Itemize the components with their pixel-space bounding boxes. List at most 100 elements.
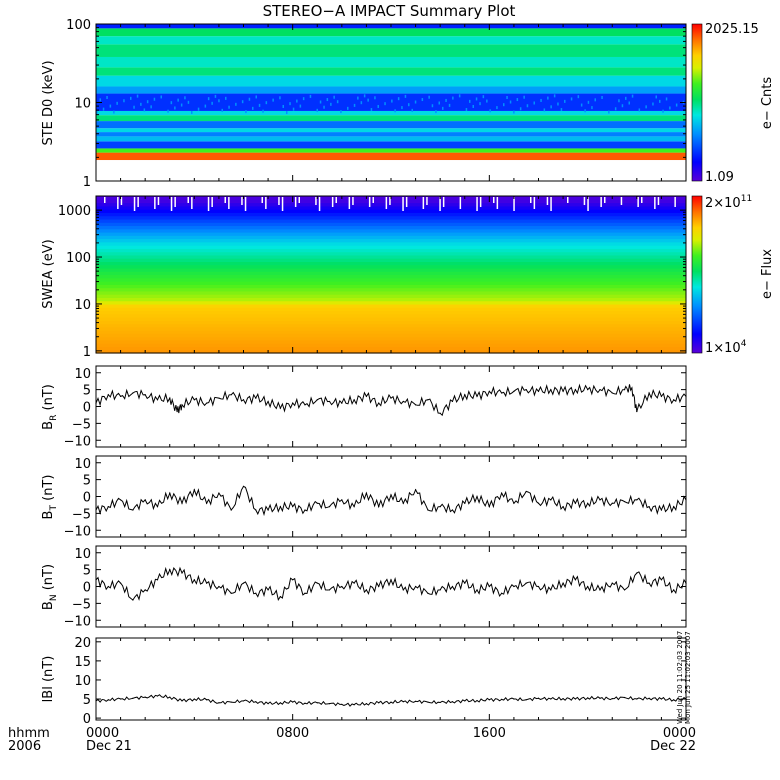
swea-gap-32 — [674, 197, 676, 207]
ste-speckle-69 — [309, 94, 312, 98]
br-point-36 — [525, 389, 527, 391]
ste-speckle-77 — [608, 110, 610, 114]
ste-band-2 — [96, 141, 686, 149]
swea-gap-57 — [294, 197, 297, 207]
bn-point-11 — [230, 592, 232, 594]
swea-gap-40 — [530, 197, 532, 203]
b-point-23 — [378, 702, 380, 704]
swea-gap-9 — [587, 197, 589, 211]
b-point-2 — [119, 698, 122, 700]
bt-point-13 — [255, 509, 257, 511]
b-point-35 — [525, 699, 527, 701]
swea-band-24 — [96, 271, 686, 276]
ste-speckle-14 — [618, 99, 620, 103]
br-y-tick-label: −5 — [72, 417, 91, 432]
br-point-16 — [279, 407, 281, 409]
swea-band-26 — [96, 264, 686, 269]
br-point-17 — [292, 402, 294, 404]
b-y-label: lBl (nT) — [41, 656, 56, 703]
ste-speckle-105 — [472, 104, 474, 108]
time-tick-label: 1600 — [473, 726, 506, 741]
b-point-43 — [623, 696, 626, 699]
br-point-19 — [316, 399, 318, 401]
br-point-40 — [574, 389, 576, 391]
swea-band-42 — [96, 212, 686, 217]
bt-point-3 — [132, 509, 134, 511]
bt-point-40 — [587, 502, 589, 504]
ste-speckle-130 — [225, 96, 227, 100]
b-point-10 — [218, 702, 220, 704]
ste-band-13 — [96, 56, 686, 68]
swea-gap-59 — [402, 197, 404, 211]
swea-band-43 — [96, 209, 686, 213]
b-point-19 — [328, 703, 331, 705]
b-point-44 — [636, 698, 638, 700]
bn-point-47 — [673, 589, 675, 591]
bt-point-28 — [439, 506, 441, 508]
bn-point-46 — [660, 579, 663, 581]
ste-speckle-34 — [184, 96, 186, 100]
ste-speckle-39 — [370, 108, 373, 112]
b-y-tick-label: 0 — [83, 712, 91, 727]
bn-point-40 — [587, 585, 589, 588]
swea-band-30 — [96, 251, 686, 256]
br-point-32 — [476, 395, 478, 397]
b-point-3 — [132, 697, 134, 699]
ste-speckle-19 — [214, 94, 217, 98]
ste-speckle-36 — [258, 103, 261, 107]
ste-speckle-85 — [316, 108, 318, 112]
swea-gap-22 — [137, 197, 139, 207]
ste-speckle-43 — [519, 107, 522, 111]
time-tick-label: 0800 — [276, 726, 309, 741]
bt-y-tick-label: −5 — [72, 507, 91, 522]
b-point-21 — [353, 704, 355, 706]
bn-point-7 — [181, 572, 183, 574]
bt-point-7 — [181, 502, 183, 504]
swea-gap-38 — [422, 197, 425, 209]
ste-speckle-104 — [435, 110, 437, 114]
ste-speckle-21 — [289, 102, 291, 106]
swea-gap-11 — [120, 197, 123, 205]
ste-speckle-46 — [631, 94, 634, 98]
bt-point-8 — [193, 489, 195, 491]
bn-point-42 — [611, 582, 613, 584]
swea-band-4 — [96, 336, 686, 341]
ste-speckle-53 — [302, 97, 305, 101]
ste-band-14 — [96, 44, 686, 57]
bn-point-2 — [119, 582, 122, 584]
swea-gap-46 — [278, 197, 280, 205]
swea-band-20 — [96, 284, 686, 289]
bn-point-4 — [144, 589, 146, 591]
bt-point-20 — [341, 499, 343, 501]
swea-gap-26 — [352, 197, 354, 205]
br-point-31 — [464, 394, 466, 396]
ste-speckle-38 — [333, 95, 335, 99]
bt-point-29 — [451, 509, 454, 511]
br-point-15 — [267, 400, 269, 403]
bn-point-43 — [623, 589, 626, 591]
bt-point-6 — [169, 492, 171, 494]
br-line-plot: −10 −50 5 10 — [64, 365, 687, 449]
br-point-9 — [193, 399, 195, 401]
ste-y-tick-label: 100 — [66, 18, 91, 33]
ste-speckle-27 — [513, 110, 515, 114]
date-tick-label: Dec 22 — [650, 739, 696, 754]
bn-point-5 — [156, 579, 159, 581]
ste-speckle-22 — [326, 98, 329, 102]
b-point-25 — [402, 701, 404, 703]
ste-speckle-49 — [153, 97, 156, 101]
swea-gap-47 — [331, 197, 334, 207]
bn-point-23 — [378, 585, 380, 588]
swea-band-18 — [96, 290, 686, 295]
swea-colorbar-max: 2×1011 — [705, 194, 752, 211]
br-point-30 — [451, 400, 454, 403]
bt-y-tick-label: 0 — [83, 491, 91, 506]
bt-y-tick-label: 5 — [83, 474, 91, 489]
bn-point-44 — [636, 572, 638, 574]
b-point-11 — [230, 701, 232, 703]
ste-speckle-134 — [374, 96, 376, 100]
br-point-47 — [648, 392, 650, 394]
bt-line-plot: −10 −50 5 10 — [64, 455, 687, 539]
bn-point-14 — [267, 589, 269, 591]
ste-band-7 — [96, 115, 686, 122]
